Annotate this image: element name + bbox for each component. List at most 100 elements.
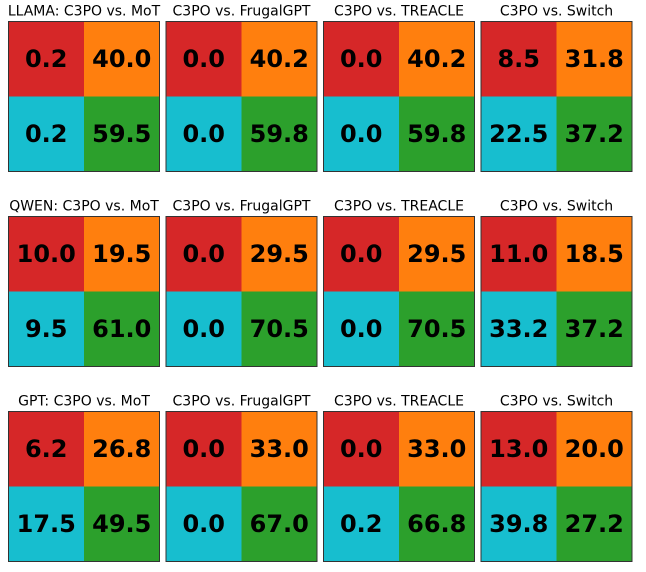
heatmap-cell [166,291,242,367]
heatmap-cell [323,411,399,487]
heatmap-cell [8,486,84,562]
cell-label: 40.2 [407,45,466,73]
panel-border [8,411,160,562]
cell-label: 33.0 [250,435,309,463]
panel-title: LLAMA: C3PO vs. MoT [8,4,161,20]
panel-title: C3PO vs. TREACLE [334,394,464,410]
cell-label: 67.0 [250,510,309,538]
heatmap-cell [166,486,242,562]
cell-label: 0.0 [182,315,225,343]
cell-label: 0.0 [340,120,383,148]
cell-label: 33.2 [489,315,548,343]
panel-title: C3PO vs. FrugalGPT [173,199,311,215]
heatmap-cell [399,216,475,292]
heatmap-cell [399,291,475,367]
cell-label: 18.5 [565,240,624,268]
cell-label: 39.8 [489,510,548,538]
heatmap-cell [399,21,475,97]
heatmap-cell [399,411,475,487]
heatmap-cell [556,486,632,562]
cell-label: 59.5 [92,120,151,148]
heatmap-cell [241,216,317,292]
heatmap-cell [323,486,399,562]
panel-title: C3PO vs. FrugalGPT [173,4,311,20]
panel-border [165,21,318,172]
heatmap-cell [556,411,632,487]
cell-label: 8.5 [497,45,540,73]
heatmap-cell [323,216,399,292]
cell-label: 70.5 [250,315,309,343]
cell-label: 0.2 [25,120,68,148]
cell-label: 37.2 [565,120,624,148]
cell-label: 33.0 [407,435,466,463]
heatmap-cell [8,411,84,487]
cell-label: 19.5 [92,240,151,268]
panel-title: C3PO vs. Switch [500,4,613,20]
heatmap-cell [241,291,317,367]
cell-label: 37.2 [565,315,624,343]
cell-label: 11.0 [489,240,548,268]
panel-title: C3PO vs. Switch [500,394,613,410]
cell-label: 29.5 [250,240,309,268]
heatmap-cell [556,21,632,97]
cell-label: 27.2 [565,510,624,538]
heatmap-cell [481,96,557,172]
cell-label: 0.0 [340,315,383,343]
panel-title: C3PO vs. TREACLE [334,4,464,20]
heatmap-cell [84,96,160,172]
heatmap-cell [166,21,242,97]
heatmap-cell [481,216,557,292]
cell-label: 9.5 [25,315,68,343]
panel-title: C3PO vs. FrugalGPT [173,394,311,410]
panel-border [480,21,633,172]
heatmap-cell [241,411,317,487]
heatmap-cell [241,21,317,97]
cell-label: 0.0 [182,120,225,148]
panel-border [8,21,160,172]
heatmap-cell [84,291,160,367]
heatmap-cell [241,486,317,562]
cell-label: 29.5 [407,240,466,268]
heatmap-cell [556,96,632,172]
heatmap-cell [241,96,317,172]
heatmap-cell [166,411,242,487]
heatmap-cell [8,216,84,292]
cell-label: 31.8 [565,45,624,73]
heatmap-cell [8,96,84,172]
cell-label: 59.8 [250,120,309,148]
panel-title: C3PO vs. Switch [500,199,613,215]
panel-title: QWEN: C3PO vs. MoT [9,199,159,215]
heatmap-cell [481,21,557,97]
heatmap-cell [323,291,399,367]
heatmap-cell [399,96,475,172]
cell-label: 26.8 [92,435,151,463]
heatmap-cell [8,291,84,367]
heatmap-cell [556,291,632,367]
panel-border [480,411,633,562]
heatmap-cell [481,291,557,367]
heatmap-cell [481,486,557,562]
heatmap-cell [323,96,399,172]
cell-label: 20.0 [565,435,624,463]
cell-label: 13.0 [489,435,548,463]
cell-label: 40.0 [92,45,151,73]
panel-title: C3PO vs. TREACLE [334,199,464,215]
cell-label: 0.0 [340,435,383,463]
heatmap-cell [399,486,475,562]
cell-label: 0.0 [340,240,383,268]
heatmap-cell [323,21,399,97]
cell-label: 6.2 [25,435,68,463]
panel-border [480,216,633,367]
cell-label: 10.0 [17,240,76,268]
panel-border [323,21,475,172]
cell-label: 0.0 [182,510,225,538]
cell-label: 40.2 [250,45,309,73]
heatmap-cell [556,216,632,292]
cell-label: 0.0 [340,45,383,73]
panel-border [323,411,475,562]
panel-border [8,216,160,367]
heatmap-cell [481,411,557,487]
cell-label: 0.0 [182,435,225,463]
heatmap-cell [84,216,160,292]
